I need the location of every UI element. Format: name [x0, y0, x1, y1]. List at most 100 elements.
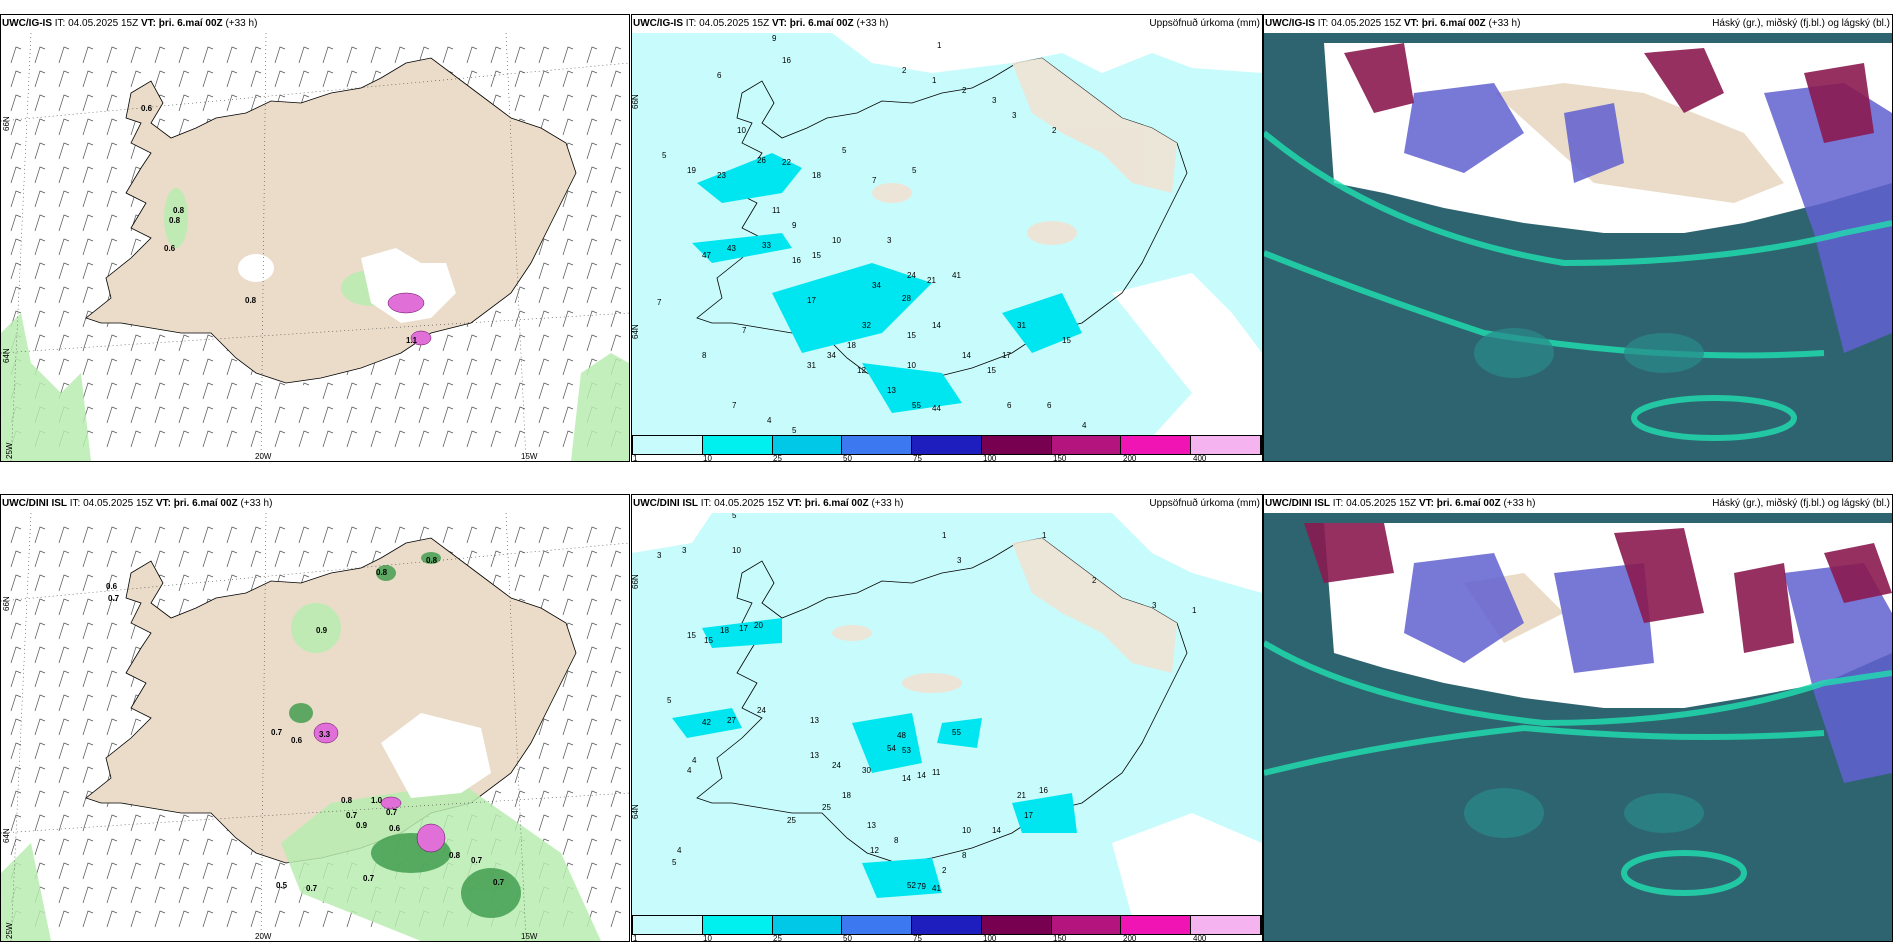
wind-barb	[298, 430, 310, 448]
wind-barb	[586, 646, 598, 664]
panel-ig-precip: UWC/IG-IS IT: 04.05.2025 15Z VT: þri. 6.…	[631, 14, 1263, 462]
wind-barb	[106, 406, 118, 424]
wind-barb	[106, 910, 118, 928]
wind-barb	[58, 886, 70, 904]
wind-barb	[34, 262, 46, 280]
wind-barb	[202, 94, 214, 112]
wind-barb	[34, 286, 46, 304]
lon-label-15: 15W	[521, 932, 538, 941]
svg-text:3: 3	[992, 96, 997, 105]
wind-barb	[130, 838, 142, 856]
svg-text:13: 13	[810, 716, 819, 725]
panel-subtitle: Uppsöfnuð úrkoma (mm)	[1149, 498, 1260, 509]
wind-barb	[58, 142, 70, 160]
wind-barb	[442, 430, 454, 448]
wind-barb	[34, 334, 46, 352]
wind-barb	[106, 118, 118, 136]
wind-barb	[322, 382, 334, 400]
wind-barb	[82, 598, 94, 616]
wind-barb	[586, 238, 598, 256]
wind-barb	[322, 910, 334, 928]
svg-text:5: 5	[667, 696, 672, 705]
wind-barb	[298, 526, 310, 544]
cloud-value: 0.5	[276, 881, 288, 890]
wind-barb	[106, 94, 118, 112]
wind-barb	[274, 886, 286, 904]
wind-barb	[34, 622, 46, 640]
wind-barb	[106, 694, 118, 712]
cloud-layers-map-ig	[1264, 33, 1892, 461]
wind-barb	[178, 862, 190, 880]
svg-text:24: 24	[907, 271, 916, 280]
wind-barb	[346, 382, 358, 400]
svg-text:9: 9	[792, 221, 797, 230]
wind-barb	[82, 742, 94, 760]
wind-barb	[610, 238, 622, 256]
svg-text:13: 13	[810, 751, 819, 760]
wind-barb	[34, 646, 46, 664]
svg-text:18: 18	[847, 341, 856, 350]
colorbar-tick: 50	[843, 454, 852, 462]
wind-barb	[10, 262, 22, 280]
wind-barb	[370, 526, 382, 544]
wind-barb	[154, 910, 166, 928]
wind-barb	[58, 238, 70, 256]
svg-text:5: 5	[912, 166, 917, 175]
wind-barb	[58, 670, 70, 688]
wind-barb	[154, 814, 166, 832]
wind-barb	[466, 358, 478, 376]
wind-barb	[586, 70, 598, 88]
wind-barb	[58, 46, 70, 64]
wind-barb	[226, 910, 238, 928]
wind-barb	[106, 838, 118, 856]
wind-barb	[514, 790, 526, 808]
svg-text:14: 14	[902, 774, 911, 783]
wind-barb	[154, 838, 166, 856]
wind-barb	[322, 550, 334, 568]
wind-barb	[610, 310, 622, 328]
svg-text:22: 22	[782, 158, 791, 167]
wind-barb	[586, 214, 598, 232]
svg-text:15: 15	[687, 631, 696, 640]
wind-barb	[130, 406, 142, 424]
wind-barb	[346, 526, 358, 544]
wind-barb	[130, 430, 142, 448]
wind-barb	[562, 118, 574, 136]
wind-barb	[538, 526, 550, 544]
wind-barb	[346, 550, 358, 568]
wind-barb	[82, 382, 94, 400]
wind-barb	[538, 430, 550, 448]
wind-barb	[58, 694, 70, 712]
wind-barb	[514, 70, 526, 88]
wind-barb	[466, 334, 478, 352]
wind-barb	[250, 382, 262, 400]
wind-barb	[34, 718, 46, 736]
wind-barb	[10, 598, 22, 616]
colorbar-tick: 200	[1123, 934, 1137, 942]
wind-barb	[106, 862, 118, 880]
wind-barb	[610, 214, 622, 232]
wind-barb	[442, 46, 454, 64]
wind-barb	[562, 598, 574, 616]
wind-barb	[610, 526, 622, 544]
wind-barb	[514, 382, 526, 400]
svg-text:21: 21	[927, 276, 936, 285]
wind-barb	[226, 358, 238, 376]
wind-barb	[226, 430, 238, 448]
wind-barb	[586, 46, 598, 64]
wind-barb	[586, 574, 598, 592]
svg-text:10: 10	[832, 236, 841, 245]
svg-text:15: 15	[812, 251, 821, 260]
wind-barb	[442, 382, 454, 400]
wind-barb	[106, 214, 118, 232]
lon-label-20: 20W	[255, 932, 272, 941]
wind-barb	[298, 910, 310, 928]
wind-barb	[226, 862, 238, 880]
svg-text:79: 79	[917, 882, 926, 891]
wind-barb	[562, 46, 574, 64]
cloud-value: 0.8	[245, 296, 257, 305]
wind-barb	[538, 286, 550, 304]
wind-barb	[322, 526, 334, 544]
cloud-value: 0.7	[346, 811, 358, 820]
wind-barb	[178, 430, 190, 448]
